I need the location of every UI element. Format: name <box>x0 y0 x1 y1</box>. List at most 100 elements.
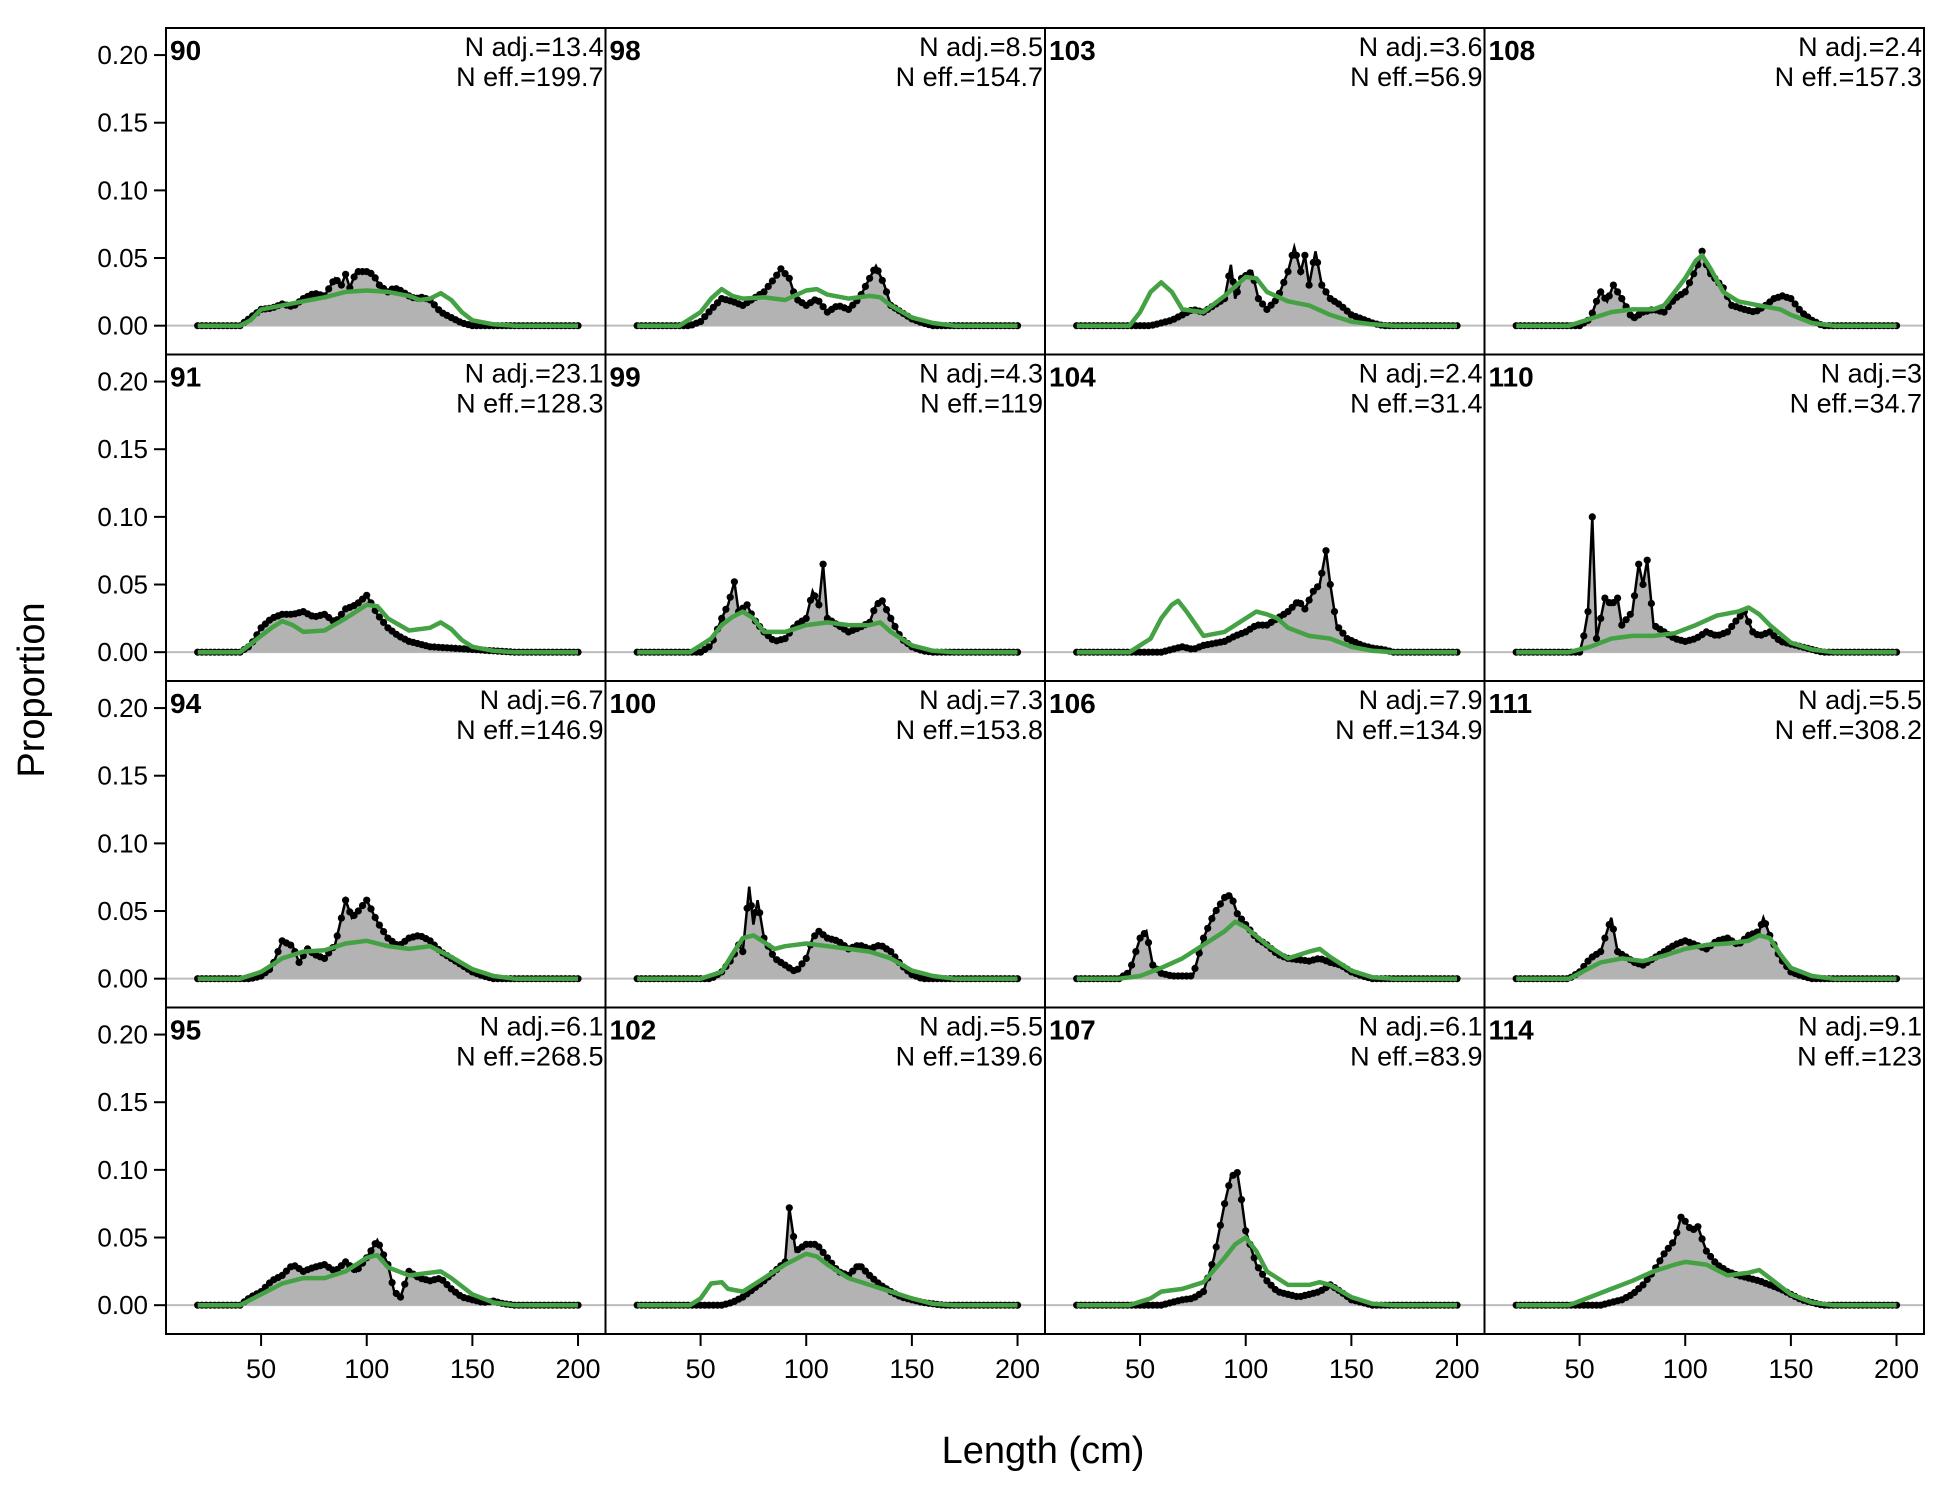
observed-point <box>1199 1288 1208 1296</box>
x-tick-label: 200 <box>1874 1354 1919 1384</box>
panel-label: 111 <box>1489 688 1533 719</box>
observed-point <box>363 896 371 904</box>
observed-point <box>380 618 388 627</box>
observed-point <box>371 274 379 282</box>
observed-point <box>363 591 371 599</box>
observed-point <box>1297 599 1305 608</box>
n-eff-label: N eff.=123 <box>1797 1042 1922 1072</box>
x-tick-label: 200 <box>1435 1354 1480 1384</box>
expected-line <box>1516 605 1897 655</box>
observed-point <box>380 928 388 936</box>
observed-point <box>1229 278 1237 286</box>
observed-point <box>764 282 772 290</box>
x-tick-label: 100 <box>344 1354 389 1384</box>
observed-point <box>375 921 383 929</box>
observed-point <box>274 948 282 956</box>
expected-line <box>1516 1259 1897 1308</box>
x-tick-label: 150 <box>450 1354 495 1384</box>
observed-point <box>785 274 793 282</box>
y-tick-label: 0.10 <box>97 175 148 205</box>
observed-point <box>1314 583 1322 591</box>
observed-point <box>1225 1182 1233 1190</box>
y-tick-label: 0.15 <box>97 1087 148 1117</box>
observed-point <box>1225 272 1233 280</box>
x-tick-label: 150 <box>1329 1354 1374 1384</box>
observed-point <box>1297 268 1305 276</box>
observed-point <box>350 273 358 281</box>
observed-point <box>1237 1196 1246 1204</box>
x-tick-label: 200 <box>556 1354 601 1384</box>
observed-point <box>705 308 713 316</box>
observed-point <box>325 285 333 293</box>
n-eff-label: N eff.=56.9 <box>1350 62 1482 92</box>
x-axis-label: Length (cm) <box>942 1430 1145 1472</box>
observed-point <box>367 1247 375 1255</box>
y-tick-label: 0.05 <box>97 570 148 600</box>
observed-point <box>1216 900 1224 908</box>
observed-point <box>1216 1221 1224 1229</box>
observed-point <box>1635 560 1643 568</box>
observed-point <box>380 1251 388 1259</box>
observed-point <box>1233 288 1241 296</box>
observed-point <box>1208 915 1216 923</box>
observed-point <box>739 948 747 956</box>
observed-point <box>1292 251 1300 259</box>
y-tick-label: 0.05 <box>97 896 148 926</box>
observed-point <box>388 1279 396 1287</box>
observed-point <box>371 913 379 922</box>
expected-line <box>197 602 578 655</box>
observed-point <box>1191 964 1199 973</box>
observed-point <box>1246 269 1254 277</box>
panel-102: 102 N adj.=5.5N eff.=139.6 <box>604 1006 1046 1335</box>
observed-point <box>1305 596 1313 604</box>
expected-line <box>197 938 578 981</box>
observed-point <box>1618 621 1626 629</box>
observed-point <box>1618 295 1626 303</box>
observed-point <box>1212 906 1220 915</box>
x-tick-label: 100 <box>784 1354 829 1384</box>
x-tick-label: 150 <box>889 1354 934 1384</box>
observed-point <box>870 607 878 615</box>
observed-point <box>1669 1239 1677 1247</box>
observed-point <box>726 593 734 601</box>
observed-point <box>1229 897 1237 905</box>
expected-line <box>1076 1235 1457 1308</box>
panel-label: 94 <box>170 688 202 719</box>
observed-point <box>1681 1217 1689 1225</box>
observed-point <box>760 288 768 296</box>
observed-area <box>197 595 578 653</box>
panel-104: 104 N adj.=2.4N eff.=31.4 <box>1044 353 1486 682</box>
n-adj-label: N adj.=13.4 <box>465 32 604 62</box>
observed-point <box>1643 1275 1651 1284</box>
observed-point <box>1609 599 1617 607</box>
y-tick-label: 0.00 <box>97 1290 148 1320</box>
observed-point <box>882 288 891 296</box>
panel-107: 107 N adj.=6.1N eff.=83.9 <box>1044 1006 1486 1335</box>
observed-area <box>197 1240 578 1306</box>
n-adj-label: N adj.=2.4 <box>1798 32 1922 62</box>
observed-point <box>320 954 329 963</box>
observed-point <box>781 635 789 643</box>
expected-line <box>1076 919 1457 981</box>
observed-point <box>333 932 341 940</box>
observed-point <box>1698 247 1706 255</box>
y-axis-label: Proportion <box>11 602 53 777</box>
observed-point <box>1259 1270 1267 1278</box>
panel-106: 106 N adj.=7.9N eff.=134.9 <box>1044 680 1486 1009</box>
panel-label: 103 <box>1049 35 1096 66</box>
x-tick-label: 200 <box>995 1354 1040 1384</box>
observed-point <box>1732 617 1740 625</box>
n-adj-label: N adj.=6.1 <box>1359 1012 1483 1042</box>
observed-point <box>1728 622 1736 631</box>
observed-point <box>1254 1264 1262 1272</box>
observed-point <box>1791 300 1799 308</box>
n-eff-label: N eff.=119 <box>920 389 1043 419</box>
panel-frame <box>1483 1006 1925 1335</box>
y-tick-label: 0.10 <box>97 828 148 858</box>
n-eff-label: N eff.=146.9 <box>456 715 603 745</box>
observed-point <box>1597 288 1605 296</box>
observed-point <box>1694 1223 1702 1231</box>
observed-point <box>333 277 341 285</box>
panel-label: 91 <box>170 362 201 393</box>
observed-point <box>1242 1227 1250 1235</box>
